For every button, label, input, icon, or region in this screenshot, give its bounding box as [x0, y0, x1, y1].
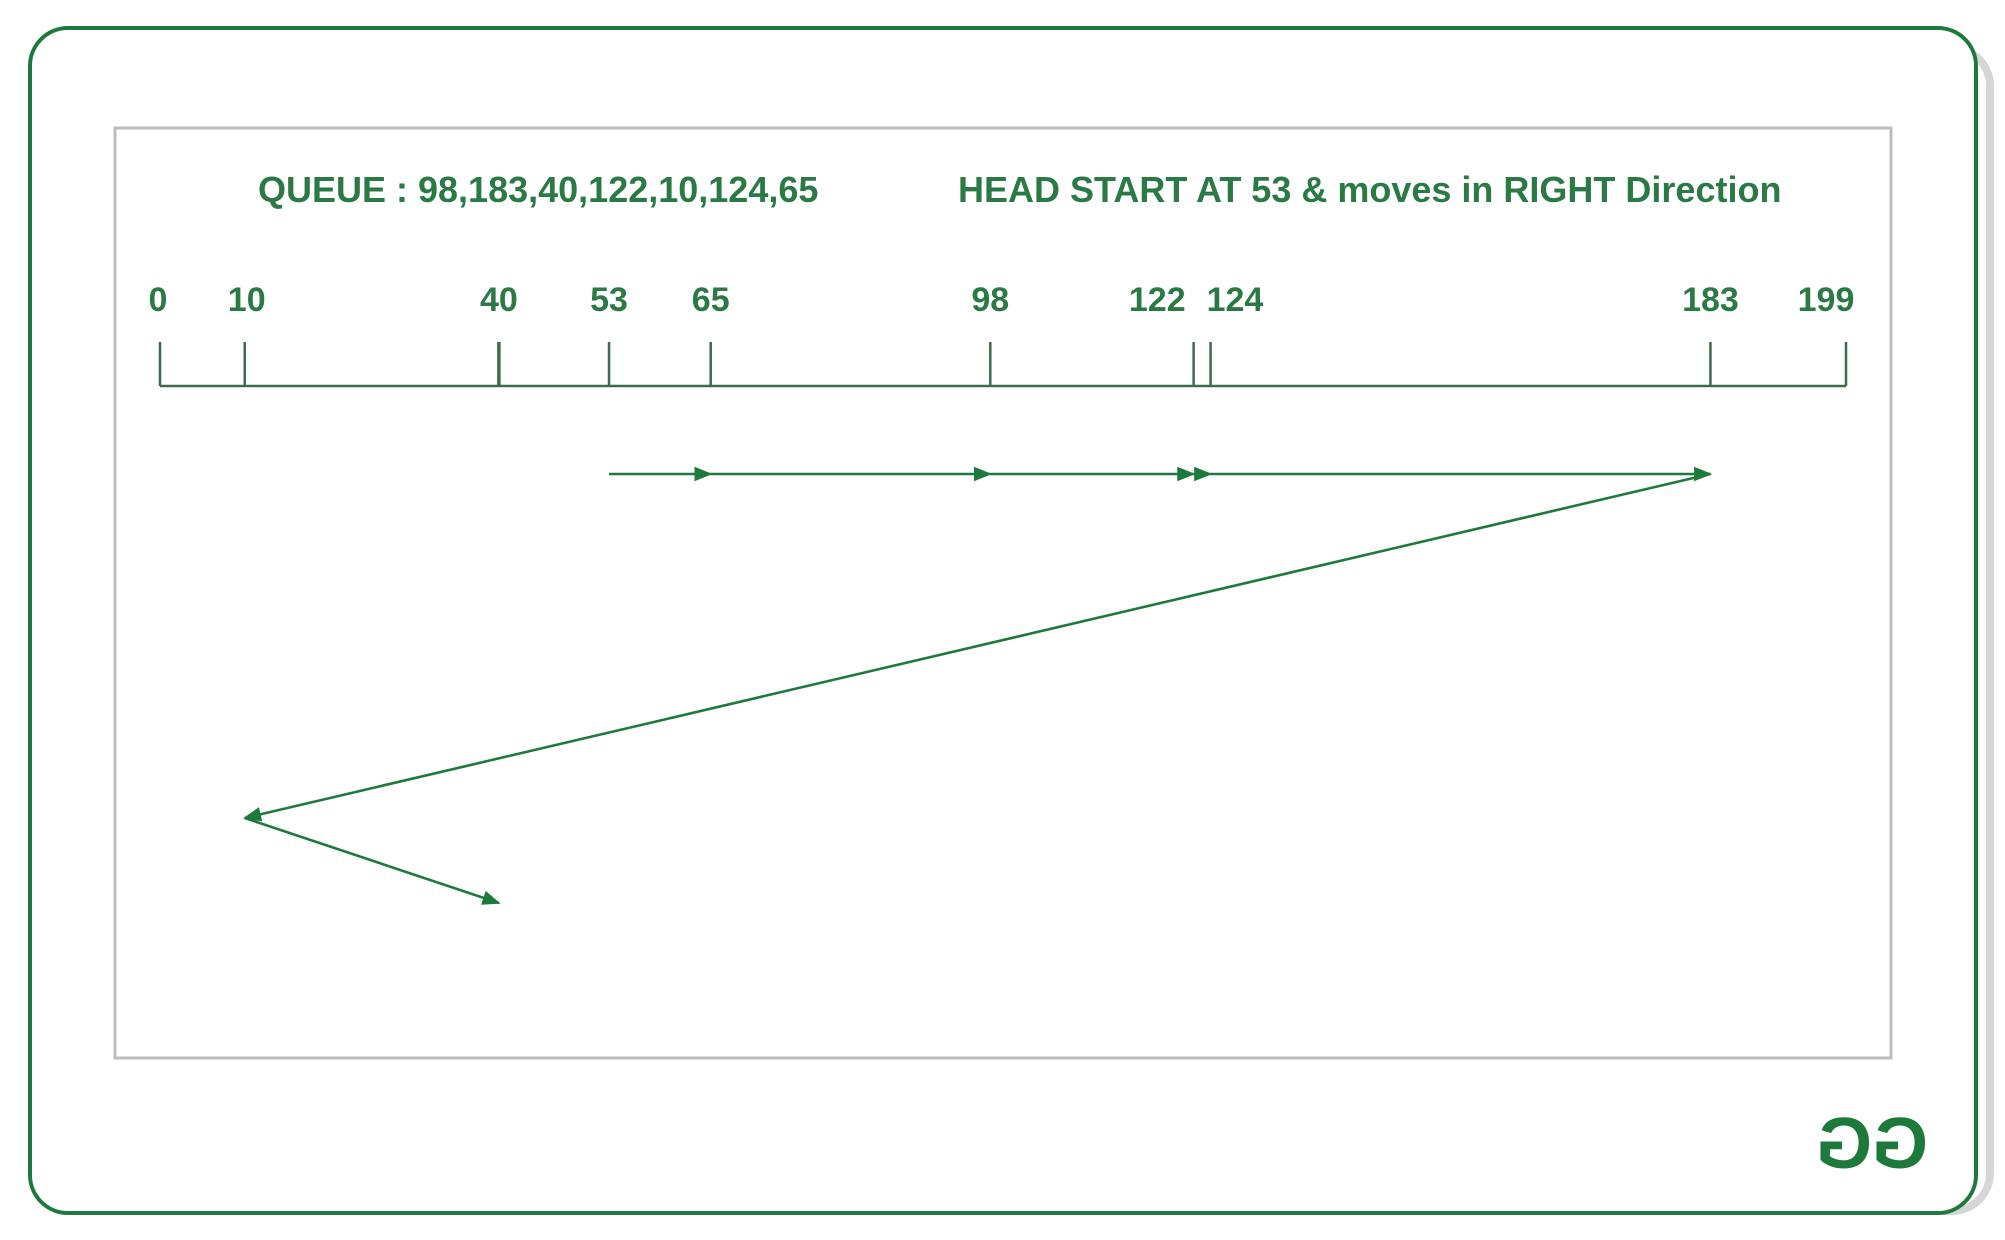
tick-label-98: 98	[971, 281, 1009, 319]
tick-label-199: 199	[1798, 281, 1855, 319]
tick-label-122: 122	[1129, 281, 1186, 319]
tick-label-0: 0	[149, 281, 168, 319]
card-border	[28, 26, 1978, 1215]
logo-glyphs: GG	[1816, 1104, 1928, 1184]
tick-label-124: 124	[1207, 281, 1264, 319]
tick-label-10: 10	[228, 281, 266, 319]
tick-label-53: 53	[590, 281, 628, 319]
head-movement-path	[242, 466, 1713, 905]
axis-tick-labels: 0 10 40 53 65 98 122 124 183 199	[149, 281, 1855, 319]
head-direction-label: HEAD START AT 53 & moves in RIGHT Direct…	[958, 169, 1781, 210]
tick-label-40: 40	[480, 281, 518, 319]
tick-label-183: 183	[1682, 281, 1739, 319]
path-segment-10-to-40	[244, 816, 501, 905]
axis-ticks	[158, 342, 1848, 386]
tick-label-65: 65	[692, 281, 730, 319]
geeksforgeeks-logo: GG	[1816, 1104, 1928, 1184]
queue-label: QUEUE : 98,183,40,122,10,124,65	[258, 169, 818, 210]
path-segment-183-to-10	[242, 472, 1711, 822]
diagram-frame	[113, 126, 1893, 1060]
